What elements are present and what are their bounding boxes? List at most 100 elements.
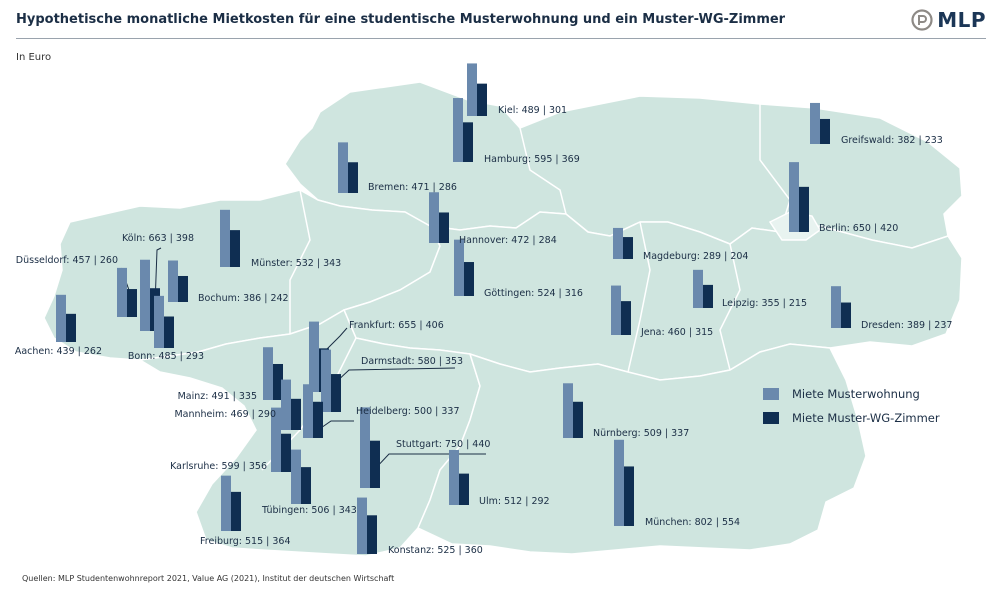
- city-label-munchen: München: 802 | 554: [645, 517, 740, 528]
- bar-wg-zimmer-heidelberg: [313, 401, 323, 438]
- mlp-logo-icon: [911, 9, 933, 31]
- bar-marks: [56, 63, 851, 554]
- bar-musterwohnung-leipzig: [693, 269, 703, 308]
- bar-musterwohnung-mainz: [263, 347, 273, 400]
- city-label-leipzig: Leipzig: 355 | 215: [722, 298, 807, 309]
- city-label-magdeburg: Magdeburg: 289 | 204: [643, 251, 748, 262]
- city-label-ulm: Ulm: 512 | 292: [479, 496, 550, 507]
- bar-musterwohnung-dusseldorf: [117, 267, 127, 317]
- bar-musterwohnung-koln: [140, 259, 150, 331]
- bar-wg-zimmer-stuttgart: [370, 440, 380, 488]
- bar-wg-zimmer-leipzig: [703, 284, 713, 308]
- bar-musterwohnung-frankfurt: [309, 321, 319, 392]
- bar-wg-zimmer-mannheim: [291, 398, 301, 430]
- city-label-berlin: Berlin: 650 | 420: [819, 223, 898, 234]
- header-divider: [16, 38, 986, 39]
- bar-wg-zimmer-munster: [230, 230, 240, 267]
- city-label-hamburg: Hamburg: 595 | 369: [484, 154, 580, 165]
- bar-wg-zimmer-aachen: [66, 313, 76, 342]
- region-southeast: [417, 343, 867, 555]
- city-label-kiel: Kiel: 489 | 301: [498, 105, 567, 116]
- city-label-freiburg: Freiburg: 515 | 364: [200, 536, 291, 547]
- bar-wg-zimmer-gottingen: [464, 262, 474, 296]
- city-label-gottingen: Göttingen: 524 | 316: [484, 288, 583, 299]
- city-label-nurnberg: Nürnberg: 509 | 337: [593, 428, 689, 439]
- bar-wg-zimmer-hannover: [439, 212, 449, 243]
- city-label-koln: Köln: 663 | 398: [122, 233, 194, 244]
- state-border: [719, 243, 741, 371]
- city-label-hannover: Hannover: 472 | 284: [459, 235, 557, 246]
- legend-swatch-musterwohnung: [763, 388, 779, 400]
- logo-text: MLP: [937, 8, 986, 32]
- bar-musterwohnung-hamburg: [453, 98, 463, 162]
- bar-wg-zimmer-nurnberg: [573, 401, 583, 438]
- bar-wg-zimmer-bonn: [164, 316, 174, 348]
- bar-musterwohnung-ulm: [449, 449, 459, 505]
- bar-wg-zimmer-mainz: [273, 363, 283, 400]
- bar-wg-zimmer-dusseldorf: [127, 289, 137, 317]
- bar-musterwohnung-jena: [611, 285, 621, 335]
- city-label-frankfurt: Frankfurt: 655 | 406: [349, 320, 444, 331]
- city-label-dresden: Dresden: 389 | 237: [861, 320, 952, 331]
- bar-wg-zimmer-karlsruhe: [281, 433, 291, 472]
- legend-label-wg-zimmer: Miete Muster-WG-Zimmer: [792, 411, 940, 425]
- bar-musterwohnung-karlsruhe: [271, 407, 281, 472]
- city-label-dusseldorf: Düsseldorf: 457 | 260: [16, 255, 118, 266]
- city-label-stuttgart: Stuttgart: 750 | 440: [396, 439, 490, 450]
- bar-wg-zimmer-bremen: [348, 162, 358, 193]
- city-label-bremen: Bremen: 471 | 286: [368, 182, 457, 193]
- city-label-munster: Münster: 532 | 343: [251, 258, 341, 269]
- bar-musterwohnung-bonn: [154, 295, 164, 348]
- bar-wg-zimmer-konstanz: [367, 515, 377, 554]
- bar-musterwohnung-magdeburg: [613, 227, 623, 259]
- city-label-greifswald: Greifswald: 382 | 233: [841, 135, 943, 146]
- city-label-mannheim: Mannheim: 469 | 290: [174, 409, 276, 420]
- bar-wg-zimmer-munchen: [624, 466, 634, 526]
- bar-musterwohnung-tubingen: [291, 449, 301, 504]
- bar-musterwohnung-kiel: [467, 63, 477, 116]
- bar-musterwohnung-bremen: [338, 142, 348, 193]
- bar-wg-zimmer-hamburg: [463, 122, 473, 162]
- bar-musterwohnung-munster: [220, 209, 230, 267]
- bar-musterwohnung-aachen: [56, 294, 66, 342]
- city-label-bonn: Bonn: 485 | 293: [128, 351, 204, 362]
- legend-label-musterwohnung: Miete Musterwohnung: [792, 387, 920, 401]
- city-label-konstanz: Konstanz: 525 | 360: [388, 545, 483, 556]
- chart-title: Hypothetische monatliche Mietkosten für …: [16, 12, 786, 27]
- bar-wg-zimmer-jena: [621, 301, 631, 335]
- bar-musterwohnung-greifswald: [810, 102, 820, 144]
- bar-wg-zimmer-darmstadt: [331, 374, 341, 412]
- bar-musterwohnung-mannheim: [281, 379, 291, 430]
- state-border: [289, 189, 311, 334]
- bar-musterwohnung-gottingen: [454, 239, 464, 296]
- bar-wg-zimmer-magdeburg: [623, 237, 633, 259]
- source-note: Quellen: MLP Studentenwohnreport 2021, V…: [22, 574, 395, 583]
- bar-musterwohnung-heidelberg: [303, 384, 313, 438]
- city-label-karlsruhe: Karlsruhe: 599 | 356: [170, 461, 267, 472]
- bar-wg-zimmer-berlin: [799, 186, 809, 232]
- city-label-jena: Jena: 460 | 315: [640, 327, 713, 338]
- city-label-bochum: Bochum: 386 | 242: [198, 293, 289, 304]
- state-border: [519, 127, 567, 215]
- bar-wg-zimmer-ulm: [459, 473, 469, 505]
- bar-musterwohnung-nurnberg: [563, 383, 573, 438]
- city-label-aachen: Aachen: 439 | 262: [15, 346, 102, 357]
- city-label-mainz: Mainz: 491 | 335: [178, 391, 257, 402]
- mlp-logo: MLP: [911, 8, 986, 32]
- bar-musterwohnung-munchen: [614, 439, 624, 526]
- bar-musterwohnung-berlin: [789, 162, 799, 232]
- bar-wg-zimmer-freiburg: [231, 491, 241, 531]
- bar-wg-zimmer-greifswald: [820, 118, 830, 144]
- bar-wg-zimmer-tubingen: [301, 467, 311, 504]
- legend: Miete Musterwohnung Miete Muster-WG-Zimm…: [763, 387, 940, 425]
- bar-musterwohnung-bochum: [168, 260, 178, 302]
- legend-swatch-wg-zimmer: [763, 412, 779, 424]
- bar-musterwohnung-stuttgart: [360, 407, 370, 488]
- bar-musterwohnung-dresden: [831, 286, 841, 328]
- city-label-heidelberg: Heidelberg: 500 | 337: [356, 406, 460, 417]
- unit-label: In Euro: [16, 52, 52, 63]
- bar-wg-zimmer-bochum: [178, 275, 188, 302]
- state-border: [627, 221, 651, 373]
- bar-wg-zimmer-kiel: [477, 83, 487, 116]
